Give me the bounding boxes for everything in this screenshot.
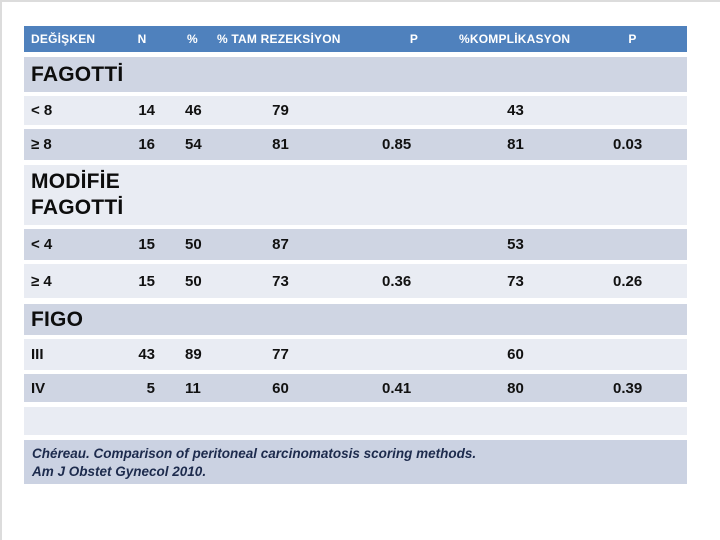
- table-row: IV 5 11 60 0.41 80 0.39: [24, 374, 687, 402]
- col-header-tam-rezeksiyon: % TAM REZEKSİYON: [217, 32, 341, 46]
- cell-label: ≥ 8: [31, 136, 52, 153]
- table-row: < 4 15 50 87 53: [24, 229, 687, 260]
- cell-n: 5: [146, 379, 155, 397]
- cell-n: 16: [138, 136, 155, 153]
- cell-komp: 60: [507, 346, 524, 363]
- cell-p2: 0.26: [613, 272, 643, 290]
- cell-tam: 81: [272, 136, 289, 153]
- cell-label: ≥ 4: [31, 272, 52, 290]
- cell-komp: 73: [507, 272, 524, 290]
- cell-n: 43: [138, 346, 155, 363]
- cell-label: III: [31, 346, 44, 363]
- cell-pct: 89: [185, 346, 202, 363]
- cell-tam: 73: [272, 272, 289, 290]
- table-row: ≥ 8 16 54 81 0.85 81 0.03: [24, 129, 687, 160]
- cell-label: < 4: [31, 236, 53, 253]
- comparison-table: DEĞİŞKEN N % % TAM REZEKSİYON P %KOMPLİK…: [24, 26, 687, 484]
- section-row-figo: FIGO: [24, 304, 687, 335]
- cell-p2: 0.03: [613, 136, 643, 153]
- cell-pct: 50: [185, 272, 202, 290]
- section-title: FAGOTTİ: [31, 62, 124, 86]
- table-row: III 43 89 77 60: [24, 339, 687, 370]
- cell-pct: 50: [185, 236, 202, 253]
- cell-tam: 77: [272, 346, 289, 363]
- table-row: < 8 14 46 79 43: [24, 96, 687, 125]
- caption-line-2: Am J Obstet Gynecol 2010.: [32, 464, 207, 479]
- cell-n: 15: [138, 272, 155, 290]
- section-row-modifie-fagotti: MODİFİE FAGOTTİ: [24, 165, 687, 225]
- cell-pct: 46: [185, 102, 202, 119]
- cell-label: IV: [31, 379, 46, 397]
- cell-n: 14: [138, 102, 155, 119]
- col-header-degisken: DEĞİŞKEN: [31, 32, 96, 46]
- col-header-n: N: [137, 32, 147, 46]
- cell-tam: 79: [272, 102, 289, 119]
- cell-p1: 0.85: [382, 136, 412, 153]
- col-header-komplikasyon: %KOMPLİKASYON: [459, 32, 571, 46]
- cell-n: 15: [138, 236, 155, 253]
- cell-tam: 60: [272, 379, 289, 397]
- empty-row: [24, 407, 687, 435]
- cell-pct: 54: [185, 136, 202, 153]
- caption-row: Chéreau. Comparison of peritoneal carcin…: [24, 440, 687, 484]
- cell-komp: 53: [507, 236, 524, 253]
- section-title: FIGO: [31, 307, 84, 331]
- table-header-row: DEĞİŞKEN N % % TAM REZEKSİYON P %KOMPLİK…: [24, 26, 687, 52]
- cell-p2: 0.39: [613, 379, 643, 397]
- cell-komp: 80: [507, 379, 524, 397]
- caption-line-1: Chéreau. Comparison of peritoneal carcin…: [32, 446, 477, 461]
- cell-p1: 0.36: [382, 272, 412, 290]
- col-header-pct: %: [187, 32, 198, 46]
- cell-label: < 8: [31, 102, 53, 119]
- cell-pct: 11: [185, 379, 201, 397]
- col-header-p2: P: [628, 32, 637, 46]
- col-header-p1: P: [409, 32, 419, 46]
- section-row-fagotti: FAGOTTİ: [24, 57, 687, 92]
- section-title: MODİFİE FAGOTTİ: [31, 170, 124, 219]
- table-row: ≥ 4 15 50 73 0.36 73 0.26: [24, 264, 687, 298]
- cell-komp: 81: [507, 136, 524, 153]
- cell-tam: 87: [272, 236, 289, 253]
- cell-p1: 0.41: [382, 379, 412, 397]
- cell-komp: 43: [507, 102, 524, 119]
